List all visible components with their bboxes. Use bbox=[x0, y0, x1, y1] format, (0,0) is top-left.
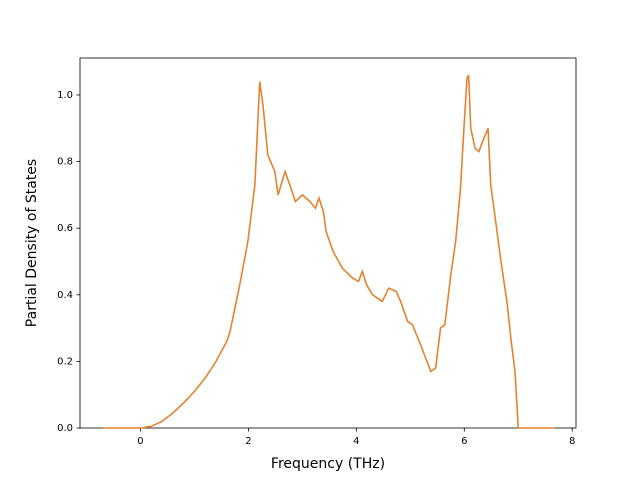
x-tick-label: 6 bbox=[461, 436, 467, 447]
x-tick-label: 0 bbox=[137, 436, 143, 447]
line-series bbox=[102, 74, 555, 429]
x-tick-label: 4 bbox=[353, 436, 359, 447]
y-axis-label: Partial Density of States bbox=[24, 159, 40, 327]
plot-frame bbox=[79, 57, 577, 429]
x-tick-label: 2 bbox=[245, 436, 251, 447]
x-axis-label: Frequency (THz) bbox=[271, 456, 385, 472]
y-tick-label: 0.2 bbox=[57, 356, 73, 367]
x-tick-label: 8 bbox=[569, 436, 575, 447]
y-tick-label: 0.6 bbox=[57, 223, 73, 234]
y-tick-label: 0.4 bbox=[57, 290, 73, 301]
y-tick-label: 1.0 bbox=[57, 90, 73, 101]
y-tick-label: 0.0 bbox=[57, 423, 73, 434]
y-tick-label: 0.8 bbox=[57, 157, 73, 168]
